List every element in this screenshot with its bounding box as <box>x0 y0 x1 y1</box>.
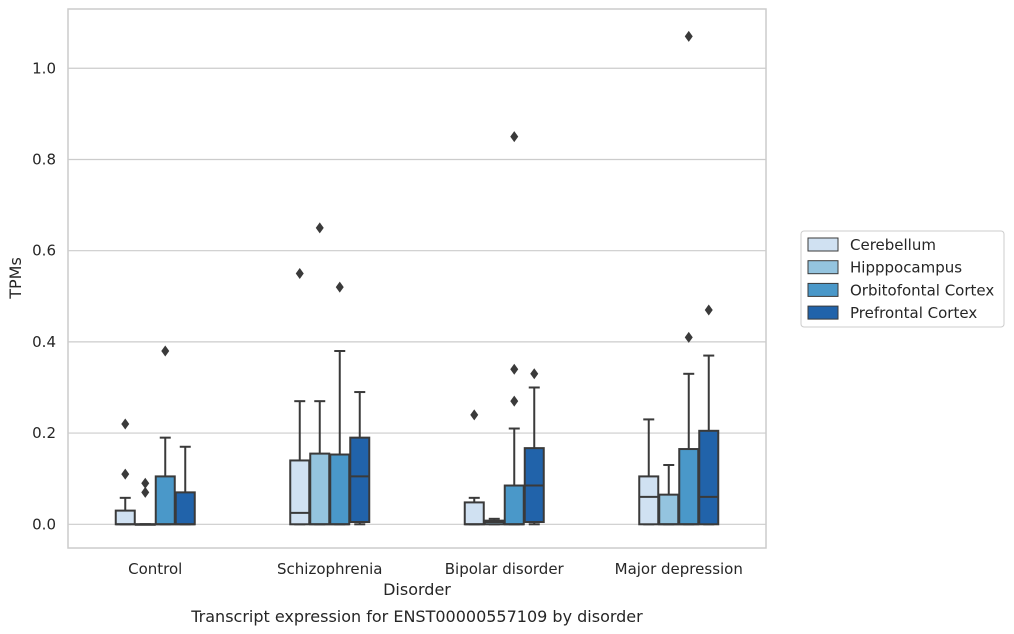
x-tick-label: Bipolar disorder <box>445 560 565 578</box>
legend-swatch <box>807 282 839 297</box>
outlier-point <box>470 409 479 421</box>
box-iqr <box>698 429 720 526</box>
box-series <box>114 30 720 526</box>
y-tick-label: 0.2 <box>32 424 56 442</box>
y-tick-label: 0.6 <box>32 242 56 260</box>
box-iqr <box>349 436 371 524</box>
box-iqr <box>503 484 525 526</box>
box-1-3 <box>349 391 371 526</box>
box-2-2 <box>503 131 525 526</box>
y-tick-labels: 0.0 0.2 0.4 0.6 0.8 1.0 <box>32 59 56 533</box>
outlier-point <box>121 418 130 430</box>
y-tick-label: 0.0 <box>32 515 56 533</box>
box-2-3 <box>523 368 545 526</box>
box-1-2 <box>329 281 351 526</box>
box-3-2 <box>678 30 700 526</box>
legend-label: Cerebellum <box>850 236 936 254</box>
box-2-1 <box>483 517 505 526</box>
box-iqr <box>658 493 680 526</box>
legend-swatch <box>807 260 839 275</box>
chart-caption: Transcript expression for ENST0000055710… <box>190 607 643 626</box>
outlier-point <box>704 304 713 316</box>
box-1-0 <box>289 267 311 526</box>
outlier-point <box>141 477 150 489</box>
outlier-point <box>510 363 519 375</box>
legend-frame <box>800 230 1005 328</box>
x-tick-label: Major depression <box>615 560 743 578</box>
outlier-point <box>510 395 519 407</box>
legend-swatch <box>807 237 839 252</box>
box-iqr <box>289 459 311 526</box>
box-3-0 <box>638 418 660 526</box>
outlier-point <box>295 267 304 279</box>
outlier-point <box>684 30 693 42</box>
y-tick-label: 1.0 <box>32 59 56 77</box>
x-tick-label: Schizophrenia <box>277 560 382 578</box>
legend: Cerebellum Hipppocampus Orbitofontal Corte… <box>800 230 1005 328</box>
legend-label: Hipppocampus <box>850 259 962 277</box>
outlier-point <box>684 331 693 343</box>
box-iqr <box>678 448 700 526</box>
box-0-1 <box>134 477 156 526</box>
outlier-point <box>141 486 150 498</box>
outlier-point <box>510 131 519 143</box>
outlier-point <box>315 222 324 234</box>
legend-label: Orbitofontal Cortex <box>850 281 994 299</box>
outlier-point <box>121 468 130 480</box>
box-0-0 <box>114 418 136 526</box>
legend-label: Prefrontal Cortex <box>850 304 977 322</box>
box-3-3 <box>698 304 720 526</box>
box-iqr <box>154 475 176 526</box>
outlier-point <box>335 281 344 293</box>
x-tick-label: Control <box>128 560 182 578</box>
box-iqr <box>174 491 196 526</box>
box-iqr <box>638 475 660 526</box>
box-iqr <box>309 452 331 526</box>
box-0-2 <box>154 345 176 526</box>
x-axis-label: Disorder <box>383 580 451 599</box>
box-0-3 <box>174 445 196 526</box>
box-2-0 <box>463 409 485 526</box>
plot-frame <box>67 8 767 549</box>
y-axis-label: TPMs <box>6 257 25 300</box>
y-tick-label: 0.4 <box>32 333 56 351</box>
box-iqr <box>329 453 351 526</box>
x-tick-labels: Control Schizophrenia Bipolar disorder Majo… <box>128 560 743 578</box>
box-iqr <box>463 501 485 526</box>
box-3-1 <box>658 464 680 526</box>
outlier-point <box>161 345 170 357</box>
box-iqr <box>114 509 136 526</box>
y-tick-label: 0.8 <box>32 150 56 168</box>
legend-swatch <box>807 305 839 320</box>
outlier-point <box>530 368 539 380</box>
grid-lines <box>68 67 766 525</box>
box-1-1 <box>309 222 331 526</box>
